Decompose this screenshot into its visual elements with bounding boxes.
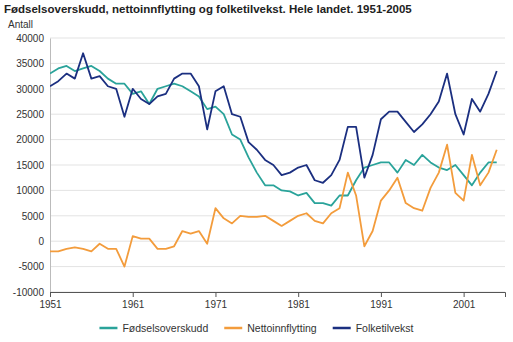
- grid-line: [50, 38, 505, 39]
- x-tick: 1971: [205, 292, 228, 310]
- x-tick-mark: [133, 292, 134, 297]
- legend-swatch: [99, 327, 117, 330]
- x-tick: 1991: [370, 292, 393, 310]
- x-tick-label: 2001: [453, 299, 476, 310]
- chart: Fødselsoverskudd, nettoinnflytting og fo…: [0, 0, 513, 342]
- y-tick: 40000: [16, 33, 50, 44]
- legend: Fødselsoverskudd Nettoinnflytting Folketil…: [99, 322, 413, 334]
- y-tick-label: -10000: [13, 287, 45, 298]
- grid-line: [50, 139, 505, 140]
- y-tick-label: 25000: [16, 109, 44, 120]
- legend-swatch: [224, 327, 242, 330]
- x-tick-mark: [298, 292, 299, 297]
- x-tick: 1961: [122, 292, 145, 310]
- x-tick-label: 1991: [370, 299, 393, 310]
- series-line: [50, 145, 497, 267]
- y-tick-label: 40000: [16, 33, 44, 44]
- y-tick-label: 0: [38, 236, 44, 247]
- x-tick-label: 1961: [122, 299, 145, 310]
- series-line: [50, 66, 497, 206]
- x-tick: 1981: [288, 292, 311, 310]
- y-tick-label: 20000: [16, 134, 44, 145]
- y-tick-label: 15000: [16, 160, 44, 171]
- grid-line: [50, 114, 505, 115]
- grid-line: [50, 215, 505, 216]
- y-tick-label: 30000: [16, 84, 44, 95]
- y-tick: -5000: [18, 261, 50, 272]
- x-axis-line: [51, 293, 506, 298]
- x-tick-mark: [215, 292, 216, 297]
- y-tick: 5000: [22, 211, 50, 222]
- grid: [50, 38, 505, 292]
- y-tick: 35000: [16, 58, 50, 69]
- x-axis: 1951 1961 1971 1981 1991 2001: [39, 292, 505, 310]
- x-tick-label: 1981: [288, 299, 311, 310]
- title: Fødselsoverskudd, nettoinnflytting og fo…: [4, 3, 412, 15]
- legend-swatch: [333, 327, 351, 330]
- y-tick-label: 10000: [16, 185, 44, 196]
- y-tick: 0: [38, 236, 50, 247]
- y-tick: 10000: [16, 185, 50, 196]
- x-tick-mark: [381, 292, 382, 297]
- x-tick-label: 1951: [39, 299, 62, 310]
- y-axis: -10000 -5000 0 5000 10000 15000 20000 25000 3000…: [13, 33, 51, 298]
- legend-item: Folketilvekst: [333, 322, 414, 334]
- x-tick-mark: [50, 292, 51, 297]
- x-tick-label: 1971: [205, 299, 228, 310]
- grid-line: [50, 190, 505, 191]
- x-tick: 1951: [39, 292, 62, 310]
- legend-item: Nettoinnflytting: [224, 322, 317, 334]
- plot: -10000 -5000 0 5000 10000 15000 20000 25000 3000…: [13, 33, 506, 310]
- legend-label: Folketilvekst: [356, 322, 414, 334]
- y-axis-line: [50, 39, 51, 293]
- grid-line: [50, 266, 505, 267]
- lines: [50, 53, 497, 266]
- legend-label: Nettoinnflytting: [247, 322, 317, 334]
- legend-item: Fødselsoverskudd: [99, 322, 208, 334]
- y-tick-label: -5000: [18, 261, 44, 272]
- y-tick: 20000: [16, 134, 50, 145]
- y-tick: -10000: [13, 287, 50, 298]
- y-tick-label: 35000: [16, 58, 44, 69]
- x-tick-mark: [464, 292, 465, 297]
- grid-line: [50, 88, 505, 89]
- y-tick: 30000: [16, 84, 50, 95]
- legend-label: Fødselsoverskudd: [122, 322, 208, 334]
- y-label: Antall: [8, 19, 33, 30]
- y-tick: 15000: [16, 160, 50, 171]
- y-tick: 25000: [16, 109, 50, 120]
- y-tick-label: 5000: [22, 211, 45, 222]
- x-tick: 2001: [453, 292, 476, 310]
- series-line: [50, 53, 497, 183]
- grid-line: [50, 241, 505, 242]
- grid-line: [50, 63, 505, 64]
